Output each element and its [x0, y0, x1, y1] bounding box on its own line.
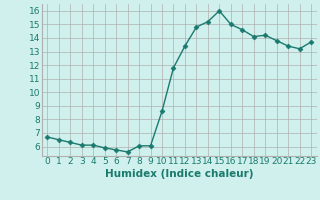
X-axis label: Humidex (Indice chaleur): Humidex (Indice chaleur) [105, 169, 253, 179]
